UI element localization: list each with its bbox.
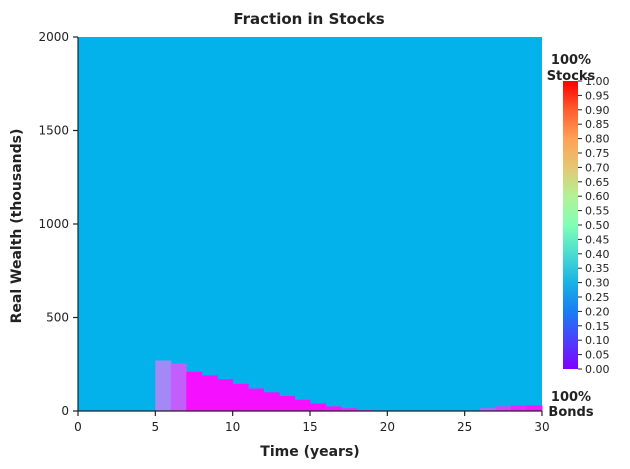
y-tick-label: 1500 [38, 124, 69, 138]
heatmap-cell [279, 396, 296, 411]
colorbar-tick-label: 0.45 [585, 233, 610, 246]
colorbar-tick-label: 1.00 [585, 75, 610, 88]
colorbar-tick-label: 0.20 [585, 305, 610, 318]
colorbar-bottom-label-line2: Bonds [548, 405, 593, 420]
colorbar-top-label-line2: Stocks [547, 69, 596, 84]
x-tick-label: 0 [74, 420, 82, 434]
axes: 0 5 10 15 20 25 30 0 500 1000 1500 2000 [38, 30, 549, 434]
heatmap-cell [294, 399, 311, 411]
heatmap-cell [340, 408, 357, 411]
colorbar-tick-label: 0.00 [585, 363, 610, 376]
colorbar-tick-label: 0.65 [585, 176, 610, 189]
heatmap-cell [186, 371, 203, 411]
y-axis-label: Real Wealth (thousands) [9, 129, 25, 324]
colorbar-tick-label: 0.05 [585, 349, 610, 362]
heatmap-cell [263, 392, 280, 411]
colorbar-tick-label: 0.55 [585, 205, 610, 218]
colorbar: 0.000.05 0.100.15 0.200.250.30 0.350.40 0.45… [547, 53, 610, 420]
colorbar-tick-label: 0.75 [585, 147, 610, 160]
colorbar-tick-label: 0.25 [585, 291, 610, 304]
colorbar-tick-label: 0.70 [585, 161, 610, 174]
colorbar-tick-label: 0.30 [585, 277, 610, 290]
heatmap-cell [480, 408, 497, 411]
colorbar-tick-label: 0.90 [585, 104, 610, 117]
y-tick-label: 1000 [38, 217, 69, 231]
colorbar-tick-label: 0.80 [585, 133, 610, 146]
colorbar-tick-label: 0.40 [585, 248, 610, 261]
colorbar-tick-label: 0.10 [585, 334, 610, 347]
x-tick-label: 30 [534, 420, 549, 434]
heatmap-area [78, 37, 543, 411]
colorbar-tick-label: 0.60 [585, 190, 610, 203]
heatmap-cell [232, 383, 249, 411]
colorbar-top-label-line1: 100% [551, 53, 591, 68]
x-tick-label: 10 [225, 420, 240, 434]
heatmap-cell [511, 405, 528, 411]
colorbar-bottom-label-line1: 100% [551, 390, 591, 405]
heatmap-cell [325, 406, 342, 411]
colorbar-tick-label: 0.35 [585, 262, 610, 275]
heatmap-cell [78, 37, 156, 411]
x-axis-label: Time (years) [260, 444, 359, 460]
heatmap-cell [310, 403, 326, 411]
x-tick-label: 15 [302, 420, 317, 434]
x-tick-label: 25 [457, 420, 472, 434]
colorbar-tick-label: 0.95 [585, 89, 610, 102]
y-tick-label: 2000 [38, 30, 69, 44]
heatmap-cell [201, 375, 218, 411]
colorbar-tick-label: 0.85 [585, 118, 610, 131]
y-tick-label: 500 [46, 311, 69, 325]
y-tick-label: 0 [61, 404, 69, 418]
chart-title: Fraction in Stocks [233, 10, 384, 28]
colorbar-tick-label: 0.50 [585, 219, 610, 232]
heatmap-cell [356, 409, 373, 411]
heatmap-cell [217, 379, 234, 411]
heatmap-cell [248, 388, 265, 411]
colorbar-tick-label: 0.15 [585, 320, 610, 333]
heatmap-cell [526, 405, 543, 411]
heatmap-cell [495, 406, 512, 411]
heatmap-cell [155, 360, 172, 411]
colorbar-gradient [563, 81, 578, 369]
x-tick-label: 5 [152, 420, 160, 434]
heatmap-cell [170, 363, 187, 411]
x-tick-label: 20 [380, 420, 395, 434]
